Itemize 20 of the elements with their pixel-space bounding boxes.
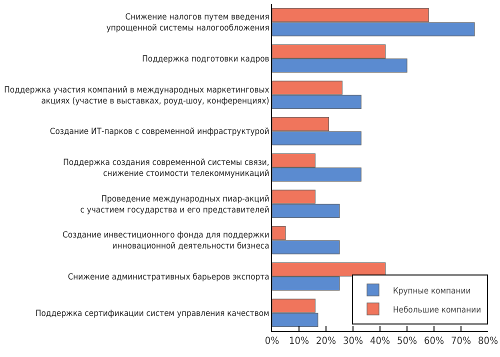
y-tick-label: Создание инвестиционного фонда для поддержки инновационной деятельности бизнеса — [62, 230, 270, 252]
x-tick-label: 50% — [397, 336, 418, 347]
x-tick-label: 40% — [370, 336, 390, 347]
y-tick-label: Поддержка участия компаний в международных маркетинговых акциях (участие в выставках, роуд-шоу, конференциях) — [4, 85, 270, 106]
x-tick-label: 10% — [289, 336, 310, 347]
y-tick-label: Поддержка подготовки кадров — [142, 54, 270, 64]
legend-label: Крупные компании — [393, 286, 471, 296]
x-tick-label: 30% — [343, 336, 364, 347]
y-tick-label: Проведение международных пиар-акций с участием государства и его представителей — [80, 194, 270, 216]
y-tick-label: Поддержка создания современной системы связи, снижение стоимости телекоммуникаций — [63, 158, 270, 179]
x-tick-label: 60% — [424, 336, 444, 347]
x-tick-label: 70% — [451, 336, 472, 347]
y-tick-label: Поддержка сертификации систем управления качеством — [35, 308, 270, 319]
y-tick-label: Снижение административных барьеров экспорта — [68, 272, 270, 282]
x-tick-label: 80% — [478, 336, 498, 347]
y-tick-label: Снижение налогов путем введения упрощенной системы налогообложения — [106, 12, 270, 34]
legend-label: Небольшие компании — [393, 305, 482, 316]
x-tick-label: 0% — [264, 336, 280, 347]
y-tick-label: Создание ИТ-парков с современной инфраструктурой — [50, 127, 270, 138]
x-tick-label: 20% — [316, 336, 336, 347]
